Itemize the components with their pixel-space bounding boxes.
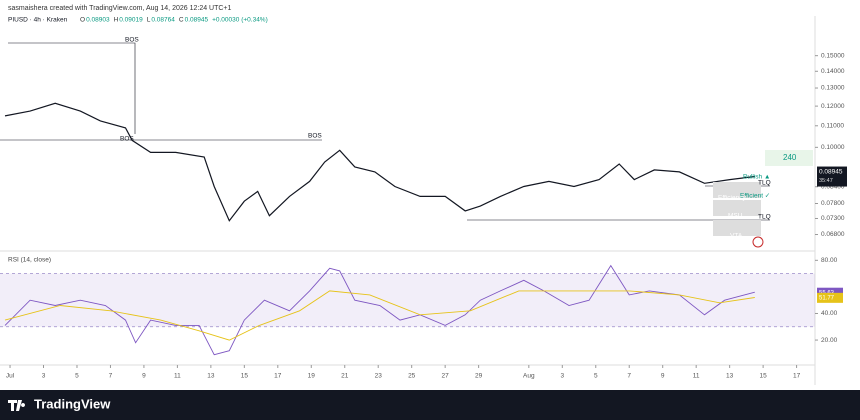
brand: TradingView bbox=[34, 396, 111, 411]
x-tick-label: 25 bbox=[408, 373, 416, 380]
ohlc-item: L bbox=[147, 17, 151, 24]
ohlc-item: 0.08764 bbox=[151, 17, 175, 24]
structure-line bbox=[8, 42, 136, 134]
y-tick-label: 0.11000 bbox=[821, 123, 844, 130]
y-tick-label: 0.07300 bbox=[821, 215, 845, 222]
last-price-box bbox=[817, 166, 847, 187]
x-tick-label: 19 bbox=[308, 373, 316, 380]
x-tick-label: 21 bbox=[341, 373, 349, 380]
x-tick-label: 15 bbox=[241, 373, 249, 380]
y-tick-label: 0.15000 bbox=[821, 52, 845, 59]
annotation: Bullish ▲ bbox=[743, 174, 770, 181]
x-tick-label: 29 bbox=[475, 373, 483, 380]
symbol: PIUSD · 4h · Kraken bbox=[8, 17, 68, 24]
ohlc-item: 0.09019 bbox=[119, 17, 143, 24]
credit: sasmaishera created with TradingView.com… bbox=[8, 5, 232, 12]
annotation: 240 bbox=[783, 153, 797, 162]
x-tick-label: 5 bbox=[594, 373, 598, 380]
y-tick-label: 0.12000 bbox=[821, 103, 845, 110]
y-tick-label: 0.13000 bbox=[821, 85, 845, 92]
panel-box bbox=[713, 182, 761, 198]
x-tick-label: 13 bbox=[726, 373, 734, 380]
flag-icon bbox=[752, 236, 764, 248]
panel-box bbox=[713, 220, 761, 236]
x-tick-label: Aug bbox=[523, 373, 535, 380]
ohlc-item: O bbox=[80, 17, 85, 24]
y-tick-label: 0.07800 bbox=[821, 200, 845, 207]
x-tick-label: 27 bbox=[442, 373, 450, 380]
x-tick-label: Jul bbox=[6, 373, 15, 380]
x-tick-label: 15 bbox=[760, 373, 768, 380]
series-line bbox=[4, 102, 755, 222]
y-tick-label: 80.00 bbox=[821, 257, 838, 264]
panel-box bbox=[765, 150, 813, 166]
series-line bbox=[4, 290, 755, 341]
x-tick-label: 23 bbox=[375, 373, 383, 380]
x-tick-label: 11 bbox=[693, 373, 700, 380]
last-value-box bbox=[817, 292, 843, 303]
annotation: TLQ bbox=[758, 214, 771, 221]
annotation: MSU bbox=[728, 213, 743, 220]
x-tick-label: 13 bbox=[207, 373, 215, 380]
last-value-box bbox=[817, 287, 843, 298]
ohlc-item: +0.00030 (+0.34%) bbox=[212, 17, 268, 24]
x-tick-label: 7 bbox=[109, 373, 113, 380]
annotation: BOS bbox=[125, 37, 139, 44]
y-tick-label: 20.00 bbox=[821, 337, 838, 344]
x-tick-label: 3 bbox=[42, 373, 46, 380]
x-tick-label: 5 bbox=[75, 373, 79, 380]
x-tick-label: 17 bbox=[274, 373, 282, 380]
y-tick-label: 0.14000 bbox=[821, 68, 845, 75]
x-tick-label: 7 bbox=[627, 373, 631, 380]
x-tick-label: 3 bbox=[560, 373, 564, 380]
annotation: Efficiency bbox=[718, 195, 746, 202]
ohlc-item: H bbox=[114, 17, 119, 24]
last-value-label: 51.77 bbox=[819, 295, 835, 301]
annotation: BOS bbox=[308, 133, 322, 140]
y-tick-label: 40.00 bbox=[821, 310, 838, 317]
y-tick-label: 0.08400 bbox=[821, 183, 845, 190]
x-tick-label: 11 bbox=[174, 373, 181, 380]
y-tick-label: 0.06800 bbox=[821, 231, 845, 238]
pane-title: RSI (14, close) bbox=[8, 257, 51, 264]
rsi-band bbox=[0, 273, 815, 327]
ohlc-item: 0.08945 bbox=[185, 17, 209, 24]
annotation: TLQ bbox=[758, 180, 771, 187]
y-tick-label: 0.10000 bbox=[821, 144, 845, 151]
countdown: 35:47 bbox=[819, 178, 833, 184]
series-line bbox=[4, 264, 755, 356]
last-price: 0.08945 bbox=[819, 168, 843, 175]
annotation: VTA bbox=[730, 233, 743, 240]
ohlc-item: 0.08903 bbox=[86, 17, 110, 24]
footer-bar bbox=[0, 390, 860, 420]
x-tick-label: 9 bbox=[661, 373, 665, 380]
annotation: Efficient ✓ bbox=[740, 193, 770, 200]
panel-box bbox=[713, 200, 761, 216]
logo bbox=[8, 400, 26, 411]
annotation: BOS bbox=[120, 136, 134, 143]
x-tick-label: 9 bbox=[142, 373, 146, 380]
ohlc-item: C bbox=[179, 17, 184, 24]
x-tick-label: 17 bbox=[793, 373, 801, 380]
